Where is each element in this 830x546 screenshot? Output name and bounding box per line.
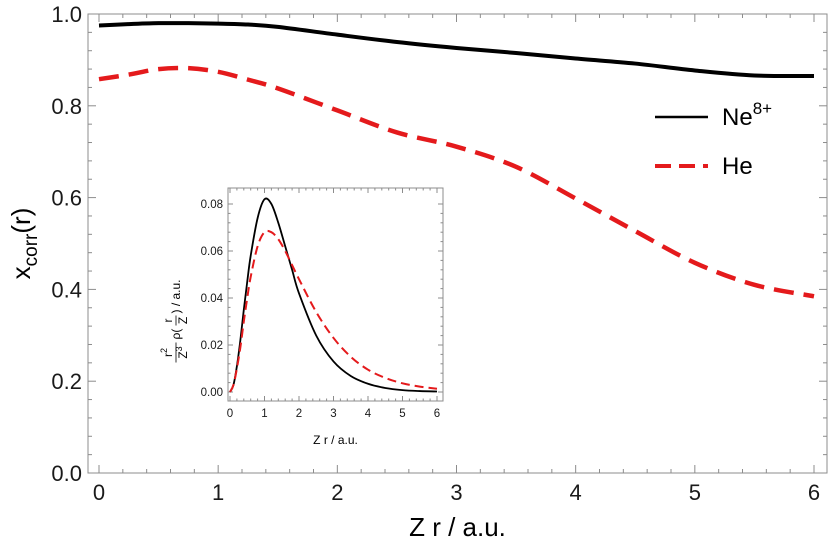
inset-x-tick-label: 5 xyxy=(399,408,405,420)
series-line-he xyxy=(98,65,815,299)
inset-y-label-frac-num-sup: 2 xyxy=(159,348,169,353)
inset-y-tick-label: 0.00 xyxy=(201,387,223,399)
inset-series-line-he xyxy=(229,229,438,393)
main-plot: 0 1 2 3 4 5 60.00.20.40.60.81.0Z r / a.u.xcorr… xyxy=(6,2,828,542)
main-x-tick-label: 4 xyxy=(570,480,582,505)
inset-y-label-rho: ρ( xyxy=(169,329,183,340)
inset-y-label-frac-den: Z3 xyxy=(174,346,190,358)
legend-label-sup: 8+ xyxy=(753,99,772,118)
legend-label-ne: Ne8+ xyxy=(722,99,772,131)
legend-label-he: He xyxy=(722,153,753,180)
inset-y-tick-label: 0.04 xyxy=(201,293,224,305)
inset-y-label-frac-num-base: r xyxy=(161,353,175,357)
inset-y-tick-label: 0.06 xyxy=(201,246,223,258)
inset-y-label-tail: ) / a.u. xyxy=(169,279,183,313)
main-x-tick-label: 6 xyxy=(808,480,820,505)
inset-y-tick-label: 0.08 xyxy=(201,199,223,211)
inset-x-tick-label: 1 xyxy=(261,408,267,420)
main-x-axis-label: Z r / a.u. xyxy=(409,512,506,542)
legend: Ne8+ He xyxy=(655,99,772,180)
inset-x-tick-label: 4 xyxy=(365,408,372,420)
main-x-tick-label: 2 xyxy=(331,480,343,505)
inset-plot: 0 1 2 3 4 5 60.000.020.040.060.08Z r / a.u.r2Z… xyxy=(159,187,444,447)
inset-y-label-frac-den-base: Z xyxy=(176,351,190,358)
main-x-tick-label: 0 xyxy=(93,480,105,505)
inset-series-line-ne xyxy=(229,197,438,393)
inset-y-tick-label: 0.02 xyxy=(201,340,223,352)
main-y-tick-label: 0.8 xyxy=(51,94,82,119)
inset-x-tick-label: 6 xyxy=(434,408,440,420)
main-y-tick-label: 0.6 xyxy=(51,186,82,211)
inset-y-label-inner-num: r xyxy=(161,319,175,323)
inset-y-label-frac-den-sup: 3 xyxy=(174,346,184,351)
main-y-axis-label: xcorr(r) xyxy=(6,208,42,280)
inset-y-label-frac-num: r2 xyxy=(159,348,175,357)
main-y-axis-label-suffix: (r) xyxy=(6,208,36,234)
inset-x-tick-label: 3 xyxy=(330,408,336,420)
main-y-tick-label: 0.2 xyxy=(51,369,82,394)
main-y-tick-label: 1.0 xyxy=(51,2,82,27)
main-y-tick-label: 0.4 xyxy=(51,277,82,302)
main-plot-frame xyxy=(87,13,828,474)
legend-label-name: He xyxy=(722,153,753,180)
inset-y-label-inner-den: Z xyxy=(176,317,190,324)
main-y-axis-label-sub: corr xyxy=(21,233,42,266)
main-y-tick-label: 0.0 xyxy=(51,461,82,486)
series-line-ne xyxy=(98,21,815,79)
main-x-tick-label: 3 xyxy=(450,480,462,505)
inset-x-tick-label: 0 xyxy=(227,408,233,420)
inset-x-tick-label: 2 xyxy=(296,408,302,420)
legend-label-name: Ne xyxy=(722,104,753,131)
main-y-axis-label-x: x xyxy=(6,266,36,279)
inset-x-axis-label: Z r / a.u. xyxy=(313,433,358,447)
main-x-tick-label: 5 xyxy=(689,480,701,505)
main-x-tick-label: 1 xyxy=(212,480,224,505)
inset-plot-frame xyxy=(227,187,444,402)
